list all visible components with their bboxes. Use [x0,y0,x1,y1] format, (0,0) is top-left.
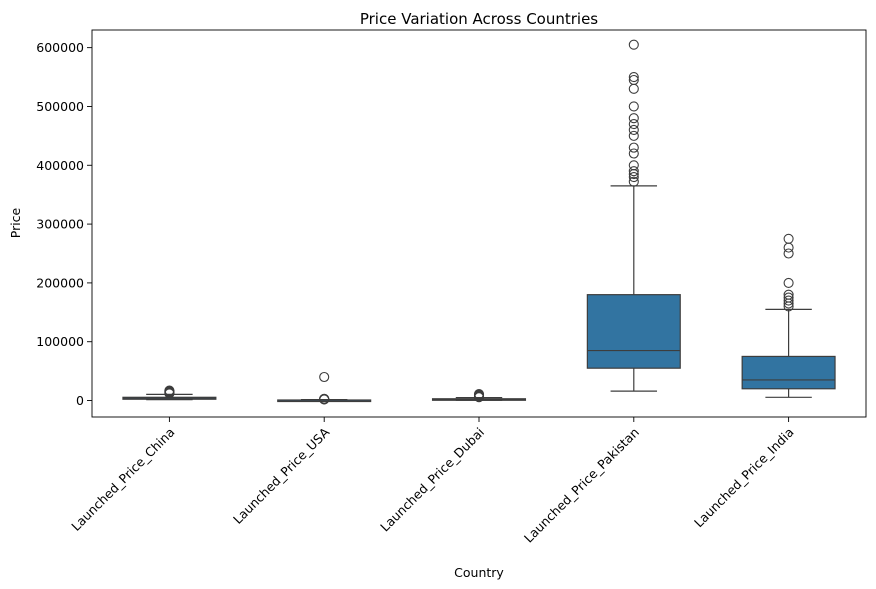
outlier-point [628,72,639,83]
outlier-point [783,289,794,300]
chart-title: Price Variation Across Countries [360,10,598,28]
x-tick-label: Launched_Price_Dubai [377,425,487,535]
outlier-point [319,371,330,383]
outlier-point [628,101,639,112]
outlier-point [628,83,639,94]
y-tick-label: 200000 [36,275,84,290]
x-axis-label: Country [454,565,504,580]
outlier-point [783,292,794,303]
outlier-point [783,242,794,253]
outlier-point [628,176,639,187]
outlier-point [628,142,639,153]
y-tick-label: 300000 [36,217,84,232]
outlier-point [628,119,639,130]
y-tick-label: 400000 [36,158,84,173]
box [586,294,681,369]
outlier-point [473,389,485,400]
y-tick-label: 100000 [36,334,84,349]
outlier-point [628,74,639,86]
outlier-point [783,248,794,259]
outlier-point [628,148,639,159]
outlier-point [164,385,175,396]
outlier-point [628,160,639,171]
x-tick-label: Launched_Price_China [68,425,177,534]
outlier-point [783,233,794,244]
y-tick-label: 500000 [36,99,84,114]
plot-area-frame [91,29,867,418]
outlier-point [628,130,639,141]
outlier-point [628,166,639,177]
x-tick-label: Launched_Price_India [691,425,797,531]
outlier-point [628,171,639,183]
box [741,355,836,390]
outlier-point [628,113,639,124]
y-axis-label: Price [8,207,23,238]
outlier-point [628,39,639,50]
outlier-point [783,295,794,306]
outlier-point [628,124,639,136]
x-tick-label: Launched_Price_USA [230,424,333,527]
y-tick-label: 600000 [36,40,84,55]
x-tick-label: Launched_Price_Pakistan [521,425,642,546]
outlier-point [319,393,330,404]
y-tick-label: 0 [76,393,84,408]
outlier-point [783,277,794,288]
